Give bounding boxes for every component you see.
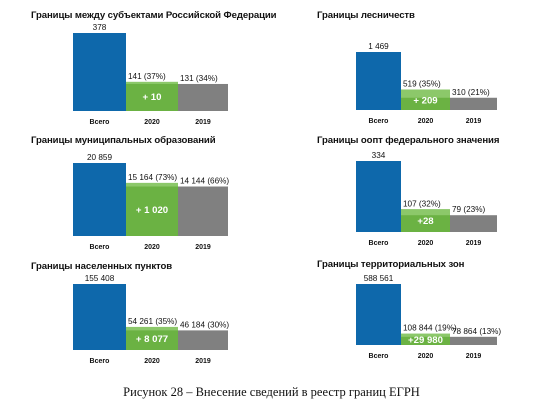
value-label-2019: 131 (34%) bbox=[180, 74, 218, 83]
value-label-2020: 15 164 (73%) bbox=[128, 173, 177, 182]
x-tick-total: Всего bbox=[369, 118, 389, 125]
bar-2020-increase-segment bbox=[401, 333, 450, 337]
value-label-2020: 108 844 (19%) bbox=[403, 324, 457, 333]
bar-total bbox=[356, 284, 401, 345]
value-label-2019: 46 184 (30%) bbox=[180, 320, 229, 329]
bar-chart: 155 408 54 261 (35%) 46 184 (30%) + 8 077 Вс… bbox=[73, 274, 229, 365]
increase-label: + 10 bbox=[143, 92, 162, 103]
bar-chart: 20 859 15 164 (73%) 14 144 (66%) + 1 020 Все… bbox=[73, 153, 229, 251]
bar-2019 bbox=[450, 215, 497, 232]
bar-2019 bbox=[178, 83, 228, 111]
bar-chart: 588 561 108 844 (19%)78 864 (13%) +29 980 В… bbox=[356, 274, 501, 360]
x-tick-2020: 2020 bbox=[144, 119, 160, 126]
x-tick-total: Всего bbox=[90, 358, 110, 365]
increase-label: + 1 020 bbox=[136, 205, 168, 216]
value-label-2020: 141 (37%) bbox=[128, 72, 166, 81]
x-tick-2020: 2020 bbox=[144, 358, 160, 365]
bar-2020 bbox=[126, 326, 178, 350]
increase-label: + 8 077 bbox=[136, 334, 168, 345]
bar-total bbox=[73, 33, 126, 111]
value-label-2019: 78 864 (13%) bbox=[452, 327, 501, 336]
value-label-2020: 107 (32%) bbox=[403, 199, 441, 208]
x-tick-2019: 2019 bbox=[195, 244, 211, 251]
bar-2020-increase-segment bbox=[401, 89, 450, 98]
chart-territorial-zones: Границы территориальных зон 588 561 108 8… bbox=[270, 255, 543, 375]
bar-total bbox=[356, 52, 401, 110]
x-tick-2020: 2020 bbox=[418, 353, 434, 360]
chart-oopt-borders: Границы оопт федерального значения 334 10… bbox=[270, 128, 543, 258]
value-label-total: 20 859 bbox=[87, 153, 112, 162]
x-tick-2020: 2020 bbox=[418, 118, 434, 125]
x-tick-total: Всего bbox=[90, 119, 110, 126]
bar-2020-increase-segment bbox=[126, 326, 178, 331]
value-label-2019: 310 (21%) bbox=[452, 88, 490, 97]
x-tick-total: Всего bbox=[369, 240, 389, 247]
value-label-2019: 79 (23%) bbox=[452, 205, 485, 214]
bar-2020-increase-segment bbox=[126, 182, 178, 187]
chart-title: Границы между субъектами Российской Феде… bbox=[31, 10, 277, 21]
x-tick-2019: 2019 bbox=[195, 119, 211, 126]
chart-forestry-borders: Границы лесничеств 1 469 519 (35%) 310 (21… bbox=[270, 0, 543, 135]
bar-chart: 334 107 (32%) 79 (23%) +28 Всего 2020 2019 bbox=[356, 151, 497, 247]
bar-2019 bbox=[450, 336, 497, 345]
increase-label: +28 bbox=[417, 216, 434, 227]
bar-2020 bbox=[126, 81, 178, 111]
bar-2020-increase-segment bbox=[401, 209, 450, 216]
bar-total bbox=[356, 161, 401, 232]
bar-2019 bbox=[178, 186, 228, 236]
x-tick-total: Всего bbox=[369, 353, 389, 360]
x-tick-2020: 2020 bbox=[418, 240, 434, 247]
increase-label: +29 980 bbox=[408, 335, 443, 346]
value-label-total: 1 469 bbox=[368, 42, 389, 51]
increase-label: + 209 bbox=[413, 95, 437, 106]
value-label-2020: 519 (35%) bbox=[403, 80, 441, 89]
x-tick-2019: 2019 bbox=[466, 240, 482, 247]
chart-subjects-borders: Границы между субъектами Российской Феде… bbox=[0, 0, 277, 135]
x-tick-2019: 2019 bbox=[195, 358, 211, 365]
chart-title: Границы территориальных зон bbox=[317, 259, 465, 270]
bar-2020 bbox=[401, 333, 450, 345]
chart-settlements-borders: Границы населенных пунктов 155 408 54 261… bbox=[0, 255, 270, 375]
bar-2019 bbox=[178, 330, 228, 350]
x-tick-total: Всего bbox=[90, 244, 110, 251]
figure-caption: Рисунок 28 – Внесение сведений в реестр … bbox=[123, 385, 420, 399]
bar-2019 bbox=[450, 97, 497, 110]
chart-municipal-borders: Границы муниципальных образований 20 859… bbox=[0, 128, 270, 258]
value-label-total: 155 408 bbox=[85, 274, 115, 283]
value-label-total: 334 bbox=[372, 151, 386, 160]
value-label-2019: 14 144 (66%) bbox=[180, 177, 229, 186]
value-label-total: 378 bbox=[93, 23, 107, 32]
chart-title: Границы муниципальных образований bbox=[31, 135, 216, 146]
bar-total bbox=[73, 163, 126, 236]
bar-2020 bbox=[126, 182, 178, 236]
value-label-total: 588 561 bbox=[364, 274, 394, 283]
x-tick-2019: 2019 bbox=[466, 118, 482, 125]
bar-total bbox=[73, 284, 126, 350]
chart-title: Границы населенных пунктов bbox=[31, 261, 173, 272]
chart-title: Границы лесничеств bbox=[317, 10, 415, 21]
x-tick-2020: 2020 bbox=[144, 244, 160, 251]
bar-chart: 378 141 (37%) 131 (34%) + 10 Всего 2020 2019 bbox=[73, 23, 228, 126]
value-label-2020: 54 261 (35%) bbox=[128, 317, 177, 326]
chart-title: Границы оопт федерального значения bbox=[317, 135, 500, 146]
bar-2020-increase-segment bbox=[126, 81, 178, 84]
x-tick-2019: 2019 bbox=[466, 353, 482, 360]
bar-chart: 1 469 519 (35%) 310 (21%) + 209 Всего 2020 201… bbox=[356, 42, 497, 125]
